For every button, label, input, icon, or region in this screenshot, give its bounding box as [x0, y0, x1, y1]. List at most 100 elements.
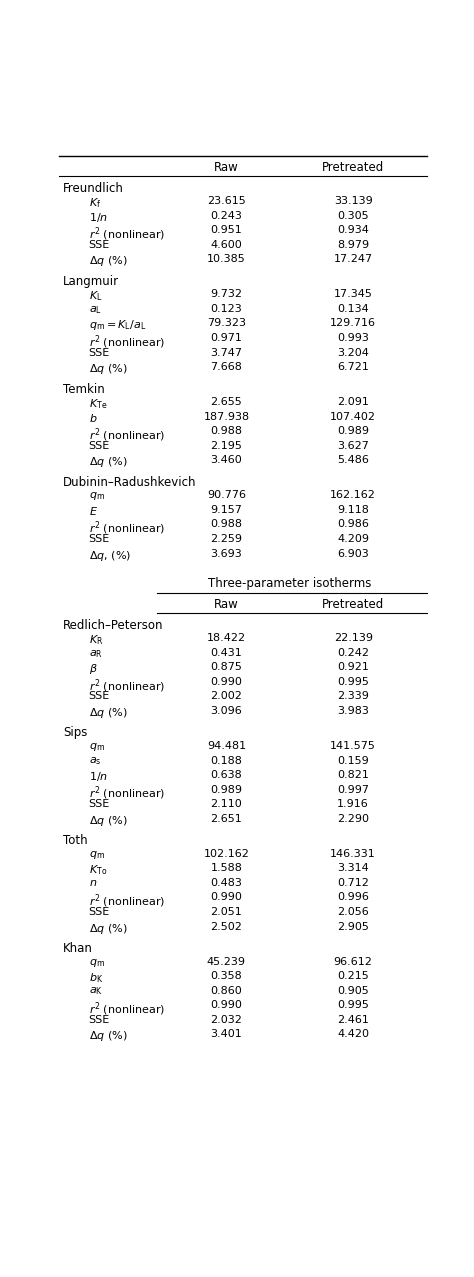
Text: Khan: Khan — [63, 942, 93, 955]
Text: Temkin: Temkin — [63, 383, 105, 396]
Text: 2.259: 2.259 — [210, 534, 242, 544]
Text: 3.693: 3.693 — [210, 549, 242, 558]
Text: $1/n$: $1/n$ — [89, 211, 108, 223]
Text: $K_{\mathrm{R}}$: $K_{\mathrm{R}}$ — [89, 633, 103, 647]
Text: 2.290: 2.290 — [337, 813, 369, 824]
Text: 0.712: 0.712 — [337, 877, 369, 888]
Text: $\Delta q$ (%): $\Delta q$ (%) — [89, 456, 127, 470]
Text: 2.110: 2.110 — [210, 799, 242, 810]
Text: 22.139: 22.139 — [334, 633, 373, 644]
Text: 5.486: 5.486 — [337, 456, 369, 465]
Text: 4.420: 4.420 — [337, 1029, 369, 1039]
Text: $r^{2}$ (nonlinear): $r^{2}$ (nonlinear) — [89, 427, 165, 444]
Text: 0.358: 0.358 — [210, 971, 242, 981]
Text: $r^{2}$ (nonlinear): $r^{2}$ (nonlinear) — [89, 520, 165, 538]
Text: 0.305: 0.305 — [337, 211, 369, 221]
Text: $r^{2}$ (nonlinear): $r^{2}$ (nonlinear) — [89, 784, 165, 802]
Text: 18.422: 18.422 — [207, 633, 246, 644]
Text: 0.996: 0.996 — [337, 893, 369, 903]
Text: $a_{\mathrm{R}}$: $a_{\mathrm{R}}$ — [89, 647, 102, 660]
Text: 0.215: 0.215 — [337, 971, 369, 981]
Text: 79.323: 79.323 — [207, 318, 246, 328]
Text: 107.402: 107.402 — [330, 411, 376, 421]
Text: $E$: $E$ — [89, 504, 98, 517]
Text: 0.995: 0.995 — [337, 1000, 369, 1010]
Text: 17.345: 17.345 — [334, 290, 373, 299]
Text: 2.091: 2.091 — [337, 397, 369, 407]
Text: 4.209: 4.209 — [337, 534, 369, 544]
Text: 2.195: 2.195 — [210, 441, 242, 451]
Text: 102.162: 102.162 — [203, 849, 249, 859]
Text: 141.575: 141.575 — [330, 741, 376, 751]
Text: $r^{2}$ (nonlinear): $r^{2}$ (nonlinear) — [89, 893, 165, 911]
Text: 0.243: 0.243 — [210, 211, 242, 221]
Text: 0.860: 0.860 — [210, 986, 242, 996]
Text: 0.188: 0.188 — [210, 756, 242, 766]
Text: 33.139: 33.139 — [334, 197, 373, 206]
Text: 7.668: 7.668 — [210, 363, 242, 372]
Text: 0.242: 0.242 — [337, 647, 369, 658]
Text: 6.903: 6.903 — [337, 549, 369, 558]
Text: 0.971: 0.971 — [210, 333, 242, 344]
Text: 3.314: 3.314 — [337, 863, 369, 873]
Text: 3.096: 3.096 — [210, 706, 242, 716]
Text: 2.339: 2.339 — [337, 691, 369, 701]
Text: 2.651: 2.651 — [210, 813, 242, 824]
Text: 0.821: 0.821 — [337, 770, 369, 780]
Text: 0.997: 0.997 — [337, 784, 369, 794]
Text: 9.732: 9.732 — [210, 290, 242, 299]
Text: 2.461: 2.461 — [337, 1015, 369, 1025]
Text: 3.401: 3.401 — [210, 1029, 242, 1039]
Text: SSE: SSE — [89, 441, 110, 451]
Text: $q_{\mathrm{m}}$: $q_{\mathrm{m}}$ — [89, 490, 105, 502]
Text: $K_{\mathrm{To}}$: $K_{\mathrm{To}}$ — [89, 863, 107, 877]
Text: $a_{\mathrm{s}}$: $a_{\mathrm{s}}$ — [89, 756, 101, 767]
Text: 10.385: 10.385 — [207, 254, 246, 264]
Text: Freundlich: Freundlich — [63, 181, 124, 194]
Text: $b$: $b$ — [89, 411, 97, 424]
Text: 0.988: 0.988 — [210, 520, 242, 530]
Text: 0.638: 0.638 — [210, 770, 242, 780]
Text: SSE: SSE — [89, 799, 110, 810]
Text: 0.134: 0.134 — [337, 304, 369, 314]
Text: $r^{2}$ (nonlinear): $r^{2}$ (nonlinear) — [89, 333, 165, 351]
Text: $r^{2}$ (nonlinear): $r^{2}$ (nonlinear) — [89, 1000, 165, 1018]
Text: $K_{\mathrm{L}}$: $K_{\mathrm{L}}$ — [89, 290, 102, 303]
Text: $\Delta q$ (%): $\Delta q$ (%) — [89, 922, 127, 936]
Text: $\Delta q$ (%): $\Delta q$ (%) — [89, 1029, 127, 1043]
Text: 0.993: 0.993 — [337, 333, 369, 344]
Text: 90.776: 90.776 — [207, 490, 246, 501]
Text: 0.875: 0.875 — [210, 663, 242, 673]
Text: Three-parameter isotherms: Three-parameter isotherms — [208, 577, 372, 590]
Text: 0.990: 0.990 — [210, 1000, 242, 1010]
Text: $q_{\mathrm{m}}$: $q_{\mathrm{m}}$ — [89, 956, 105, 968]
Text: $K_{\mathrm{f}}$: $K_{\mathrm{f}}$ — [89, 197, 101, 209]
Text: 3.747: 3.747 — [210, 347, 242, 358]
Text: 3.983: 3.983 — [337, 706, 369, 716]
Text: 1.916: 1.916 — [337, 799, 369, 810]
Text: SSE: SSE — [89, 534, 110, 544]
Text: SSE: SSE — [89, 1015, 110, 1025]
Text: 0.990: 0.990 — [210, 893, 242, 903]
Text: Pretreated: Pretreated — [322, 599, 384, 612]
Text: $\beta$: $\beta$ — [89, 663, 98, 677]
Text: 0.989: 0.989 — [337, 427, 369, 437]
Text: 3.627: 3.627 — [337, 441, 369, 451]
Text: 3.204: 3.204 — [337, 347, 369, 358]
Text: Pretreated: Pretreated — [322, 161, 384, 174]
Text: 0.934: 0.934 — [337, 225, 369, 235]
Text: Toth: Toth — [63, 834, 88, 847]
Text: 0.988: 0.988 — [210, 427, 242, 437]
Text: 17.247: 17.247 — [334, 254, 373, 264]
Text: 2.002: 2.002 — [210, 691, 242, 701]
Text: Redlich–Peterson: Redlich–Peterson — [63, 619, 164, 632]
Text: $n$: $n$ — [89, 877, 97, 888]
Text: SSE: SSE — [89, 907, 110, 917]
Text: 0.159: 0.159 — [337, 756, 369, 766]
Text: 0.986: 0.986 — [337, 520, 369, 530]
Text: $r^{2}$ (nonlinear): $r^{2}$ (nonlinear) — [89, 677, 165, 695]
Text: 146.331: 146.331 — [330, 849, 376, 859]
Text: $q_{\mathrm{m}} = K_{\mathrm{L}}/a_{\mathrm{L}}$: $q_{\mathrm{m}} = K_{\mathrm{L}}/a_{\mat… — [89, 318, 146, 332]
Text: 0.951: 0.951 — [210, 225, 242, 235]
Text: 0.905: 0.905 — [337, 986, 369, 996]
